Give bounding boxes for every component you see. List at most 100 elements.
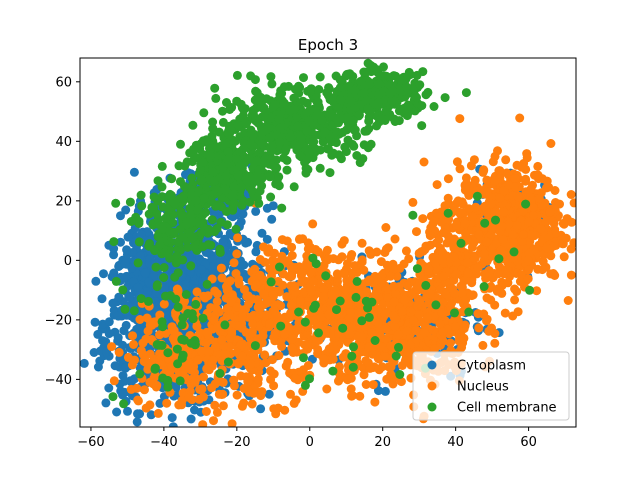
data-point xyxy=(327,290,337,300)
data-point xyxy=(438,327,448,337)
data-point xyxy=(280,329,289,339)
data-point xyxy=(133,282,143,292)
data-point xyxy=(248,105,258,115)
data-point xyxy=(308,219,318,229)
data-point xyxy=(462,258,472,268)
data-point xyxy=(289,182,299,192)
data-point xyxy=(373,292,383,302)
data-point xyxy=(252,280,262,290)
data-point xyxy=(287,271,297,281)
data-point xyxy=(229,258,239,268)
data-point xyxy=(196,346,206,356)
data-point xyxy=(234,275,244,285)
data-point xyxy=(346,97,356,107)
data-point xyxy=(386,362,396,372)
data-point xyxy=(467,242,477,252)
data-point xyxy=(239,105,249,115)
data-point xyxy=(266,72,276,82)
data-point xyxy=(197,384,207,394)
data-point xyxy=(278,280,288,290)
data-point xyxy=(440,93,450,103)
data-point xyxy=(288,334,298,344)
data-point xyxy=(382,244,391,254)
data-point xyxy=(320,127,330,137)
data-point xyxy=(498,235,508,245)
data-point xyxy=(296,296,305,306)
data-point xyxy=(513,307,523,317)
data-point xyxy=(319,354,329,364)
data-point xyxy=(109,376,119,386)
data-point xyxy=(297,268,307,278)
data-point xyxy=(266,192,276,202)
data-point xyxy=(113,333,123,343)
data-point xyxy=(480,249,490,259)
data-point xyxy=(282,292,292,302)
data-point xyxy=(324,254,334,264)
data-point xyxy=(80,358,89,368)
data-point xyxy=(409,315,419,325)
data-point xyxy=(513,192,523,202)
data-point xyxy=(97,294,107,304)
data-point xyxy=(413,285,423,295)
data-point xyxy=(521,174,531,184)
data-point xyxy=(386,369,396,379)
data-point xyxy=(302,155,312,165)
data-point xyxy=(318,291,328,301)
data-point xyxy=(199,372,208,382)
data-point xyxy=(256,92,265,102)
data-point xyxy=(262,203,272,213)
data-point xyxy=(519,230,528,239)
data-point xyxy=(393,330,403,340)
data-point xyxy=(461,173,471,183)
data-point xyxy=(211,93,221,103)
data-point xyxy=(374,79,384,89)
data-point xyxy=(104,317,114,327)
data-point xyxy=(343,135,353,145)
data-point xyxy=(347,391,357,401)
data-point xyxy=(127,263,137,273)
data-point xyxy=(129,167,139,177)
data-point xyxy=(255,270,265,280)
data-point xyxy=(305,87,315,97)
data-point xyxy=(253,374,263,384)
data-point xyxy=(233,233,243,243)
data-point xyxy=(338,352,348,362)
data-point xyxy=(304,147,314,157)
data-point xyxy=(364,275,374,285)
data-point xyxy=(377,362,387,372)
data-point xyxy=(460,219,470,229)
data-point xyxy=(274,351,284,360)
data-point xyxy=(418,214,428,224)
data-point xyxy=(199,108,209,118)
data-point xyxy=(569,198,576,208)
data-point xyxy=(239,384,249,393)
data-point xyxy=(478,340,488,350)
data-point xyxy=(509,237,519,247)
data-point xyxy=(159,299,169,309)
data-point xyxy=(286,300,296,310)
data-point xyxy=(464,204,474,214)
data-point xyxy=(390,234,400,244)
data-point xyxy=(248,319,258,329)
data-point xyxy=(210,342,220,352)
data-point xyxy=(516,270,526,280)
data-point xyxy=(257,228,267,238)
data-point xyxy=(493,284,503,294)
data-point xyxy=(155,398,165,408)
data-point xyxy=(308,277,318,286)
data-point xyxy=(404,254,414,264)
data-point xyxy=(153,408,163,418)
data-point xyxy=(350,125,360,135)
data-point xyxy=(198,392,208,402)
data-point xyxy=(135,315,145,324)
data-point xyxy=(270,248,279,258)
data-point xyxy=(372,275,382,285)
data-point xyxy=(209,416,218,426)
data-point xyxy=(155,310,165,320)
data-point xyxy=(135,409,145,419)
data-point xyxy=(426,289,435,299)
data-point xyxy=(232,70,242,80)
data-point xyxy=(479,309,489,319)
data-point xyxy=(545,207,555,217)
